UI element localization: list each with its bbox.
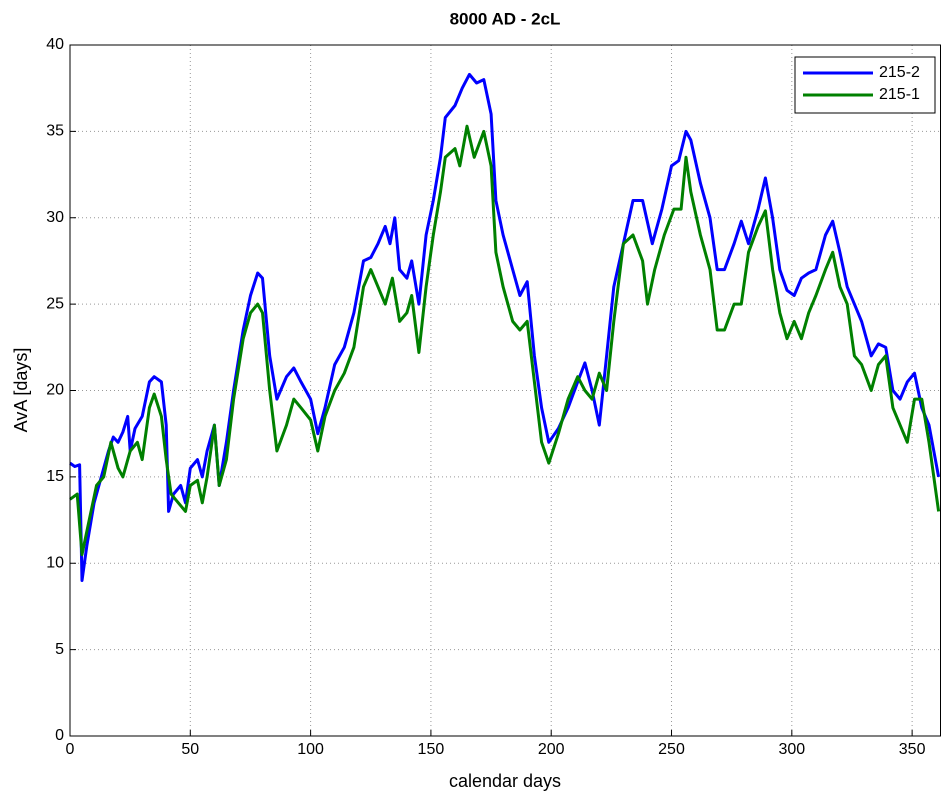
data-line [69, 72, 941, 582]
y-tick-label: 10 [46, 554, 64, 571]
y-tick-label: 30 [46, 209, 64, 226]
x-axis-label: calendar days [449, 771, 561, 791]
y-tick-label: 40 [46, 36, 64, 53]
axes-box [69, 44, 941, 737]
y-tick-label: 0 [55, 727, 64, 744]
x-tick-label: 0 [66, 741, 75, 758]
legend-label: 215-2 [879, 64, 920, 81]
y-tick-label: 15 [46, 468, 64, 485]
y-axis-label: AvA [days] [11, 348, 31, 433]
legend: 215-2 215-1 [794, 56, 936, 114]
x-tick-label: 300 [778, 741, 805, 758]
y-tick-label: 25 [46, 295, 64, 312]
data-line [69, 124, 941, 557]
y-tick-label: 35 [46, 123, 64, 140]
y-tick-label: 20 [46, 382, 64, 399]
plot-area [70, 45, 941, 736]
legend-box [794, 56, 936, 114]
y-tick-label: 5 [55, 641, 64, 658]
x-tick-label: 200 [538, 741, 565, 758]
x-tick-label: 100 [297, 741, 324, 758]
x-tick-label: 350 [899, 741, 926, 758]
chart-title: 8000 AD - 2cL [450, 9, 561, 28]
x-tick-label: 50 [181, 741, 199, 758]
legend-label: 215-1 [879, 86, 920, 103]
x-tick-label: 150 [418, 741, 445, 758]
x-tick-label: 250 [658, 741, 685, 758]
